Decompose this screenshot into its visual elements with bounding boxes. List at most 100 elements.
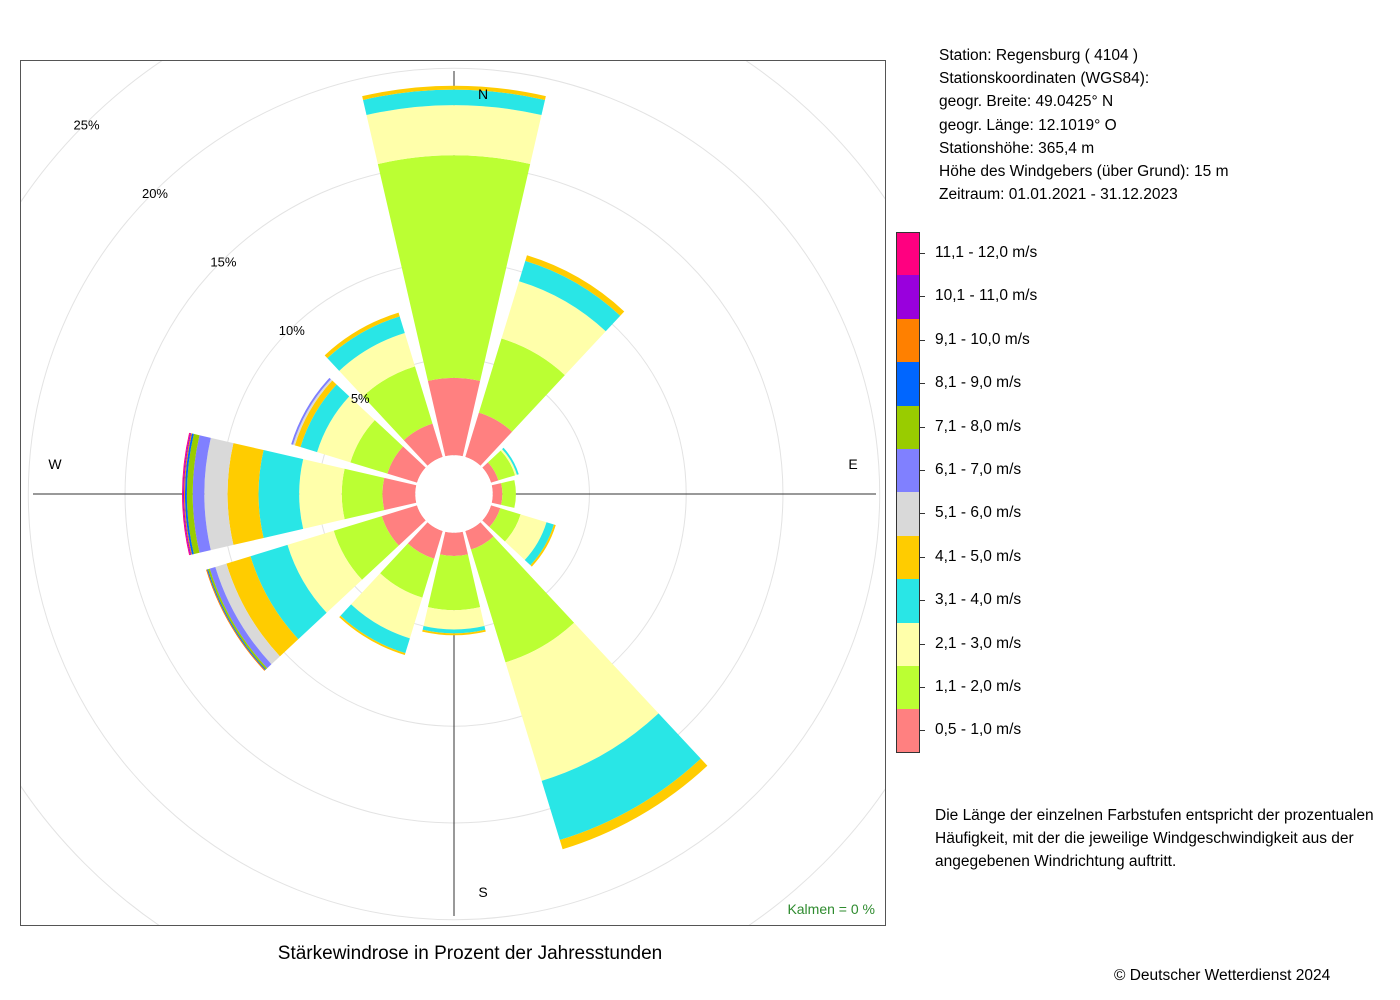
legend-swatch: [896, 622, 920, 666]
sector-30deg-class-4: [519, 260, 621, 332]
sector-240deg-class-7: [209, 566, 272, 669]
sector-60deg-class-2: [487, 450, 516, 481]
calms-label: Kalmen = 0 %: [787, 901, 875, 917]
legend-swatch: [896, 232, 920, 276]
sector-270deg-class-9: [185, 433, 194, 555]
sector-120deg-class-3: [504, 514, 547, 560]
radial-tick-label-5: 25%: [74, 118, 100, 133]
legend-item: 6,1 - 7,0 m/s: [896, 449, 1096, 493]
legend-item: 2,1 - 3,0 m/s: [896, 622, 1096, 666]
legend-item: 4,1 - 5,0 m/s: [896, 535, 1096, 580]
sector-0deg-class-3: [366, 105, 542, 165]
legend-tick: [920, 643, 925, 645]
legend-item: 10,1 - 11,0 m/s: [896, 275, 1096, 319]
sector-270deg-class-8: [186, 433, 200, 555]
legend-tick: [920, 556, 925, 558]
sector-210deg-class-4: [340, 604, 410, 654]
sector-300deg-class-1: [387, 446, 426, 483]
sector-210deg-class-1: [407, 522, 443, 559]
sector-270deg-class-6: [204, 437, 234, 551]
sector-30deg-class-1: [465, 412, 513, 466]
sector-180deg-class-4: [422, 625, 486, 634]
station-coordinates-heading: Stationskoordinaten (WGS84):: [939, 70, 1150, 88]
legend-swatch: [896, 709, 920, 753]
compass-label-w: W: [48, 456, 62, 472]
legend-label: 11,1 - 12,0 m/s: [935, 244, 1038, 261]
sector-330deg-class-2: [362, 366, 433, 441]
calm-center-circle: [415, 455, 493, 533]
explanation-note: Die Länge der einzelnen Farbstufen entsp…: [935, 804, 1395, 874]
radial-tick-label-3: 15%: [210, 254, 236, 269]
station-name: Station: Regensburg ( 4104 ): [939, 47, 1139, 64]
sector-150deg-class-1: [465, 522, 494, 550]
legend-label: 6,1 - 7,0 m/s: [935, 461, 1022, 478]
note-line-2: Häufigkeit, mit der die jeweilige Windge…: [935, 830, 1354, 848]
legend-label: 9,1 - 10,0 m/s: [935, 330, 1030, 348]
sector-300deg-class-5: [294, 380, 337, 448]
legend-swatch: [896, 535, 920, 580]
sector-270deg-class-2: [341, 468, 385, 520]
note-line-1: Die Länge der einzelnen Farbstufen entsp…: [935, 807, 1374, 824]
sector-150deg-class-3: [505, 622, 659, 781]
legend-tick: [920, 426, 925, 428]
legend-swatch: [896, 579, 920, 623]
sector-180deg-class-3: [423, 607, 485, 630]
legend-item: 3,1 - 4,0 m/s: [896, 579, 1096, 623]
legend-tick: [920, 383, 925, 385]
sector-270deg-class-12: [182, 432, 191, 556]
sector-120deg-class-1: [482, 505, 501, 527]
sector-330deg-class-4: [327, 316, 405, 371]
sector-0deg-class-2: [377, 155, 531, 381]
sector-300deg-class-7: [291, 377, 331, 445]
sector-0deg-class-5: [362, 85, 546, 100]
legend-tick: [920, 339, 925, 341]
sector-210deg-class-5: [339, 615, 406, 655]
sector-270deg-class-7: [192, 435, 211, 553]
sector-120deg-class-5: [530, 524, 556, 567]
sector-180deg-class-1: [440, 531, 468, 556]
sector-270deg-class-11: [183, 433, 191, 555]
sector-150deg-class-5: [559, 758, 708, 850]
legend-swatch: [896, 318, 920, 363]
sector-300deg-class-3: [317, 396, 375, 463]
sector-60deg-class-3: [500, 449, 517, 476]
legend-tick: [920, 513, 925, 515]
legend-label: 2,1 - 3,0 m/s: [935, 634, 1022, 652]
sector-150deg-class-2: [470, 536, 575, 663]
wind-rose-chart: 5% 10% 15% 20% 25% N E S W Kalmen = 0 %: [21, 61, 885, 925]
sector-240deg-class-1: [381, 505, 426, 546]
legend-item: 9,1 - 10,0 m/s: [896, 318, 1096, 363]
sector-270deg-class-10: [184, 433, 192, 555]
legend-swatch: [896, 449, 920, 493]
legend-item: 8,1 - 9,0 m/s: [896, 362, 1096, 406]
sector-0deg-class-4: [363, 89, 545, 116]
radial-tick-label-2: 10%: [279, 323, 305, 338]
station-info: Station: Regensburg ( 4104 ) Stationskoo…: [939, 44, 1228, 206]
legend-item: 7,1 - 8,0 m/s: [896, 405, 1096, 449]
legend-item: 0,5 - 1,0 m/s: [896, 709, 1096, 753]
legend-swatch: [896, 492, 920, 536]
sector-210deg-class-3: [351, 573, 423, 639]
sector-120deg-class-2: [489, 508, 521, 542]
legend-label: 10,1 - 11,0 m/s: [935, 287, 1038, 305]
legend-tick: [920, 600, 925, 602]
sector-300deg-class-2: [350, 420, 404, 474]
anemometer-height: Höhe des Windgebers (über Grund): 15 m: [939, 163, 1229, 181]
legend-tick: [920, 296, 925, 298]
sector-0deg-class-1: [427, 377, 481, 457]
legend-item: 11,1 - 12,0 m/s: [896, 232, 1096, 276]
sector-90deg-class-2: [501, 480, 516, 508]
legend-label: 1,1 - 2,0 m/s: [935, 678, 1022, 695]
sector-180deg-class-2: [427, 554, 481, 611]
radial-tick-label-1: 5%: [351, 391, 370, 406]
legend-tick: [920, 730, 925, 732]
sector-30deg-class-2: [478, 338, 565, 432]
legend-tick: [920, 470, 925, 471]
legend-tick: [920, 687, 925, 688]
sector-210deg-class-2: [380, 543, 435, 598]
legend-item: 5,1 - 6,0 m/s: [896, 492, 1096, 536]
grid-circle-4: [27, 67, 881, 921]
sector-330deg-class-5: [324, 312, 400, 359]
sector-270deg-class-5: [227, 443, 264, 545]
station-longitude: geogr. Länge: 12.1019° O: [939, 116, 1117, 134]
